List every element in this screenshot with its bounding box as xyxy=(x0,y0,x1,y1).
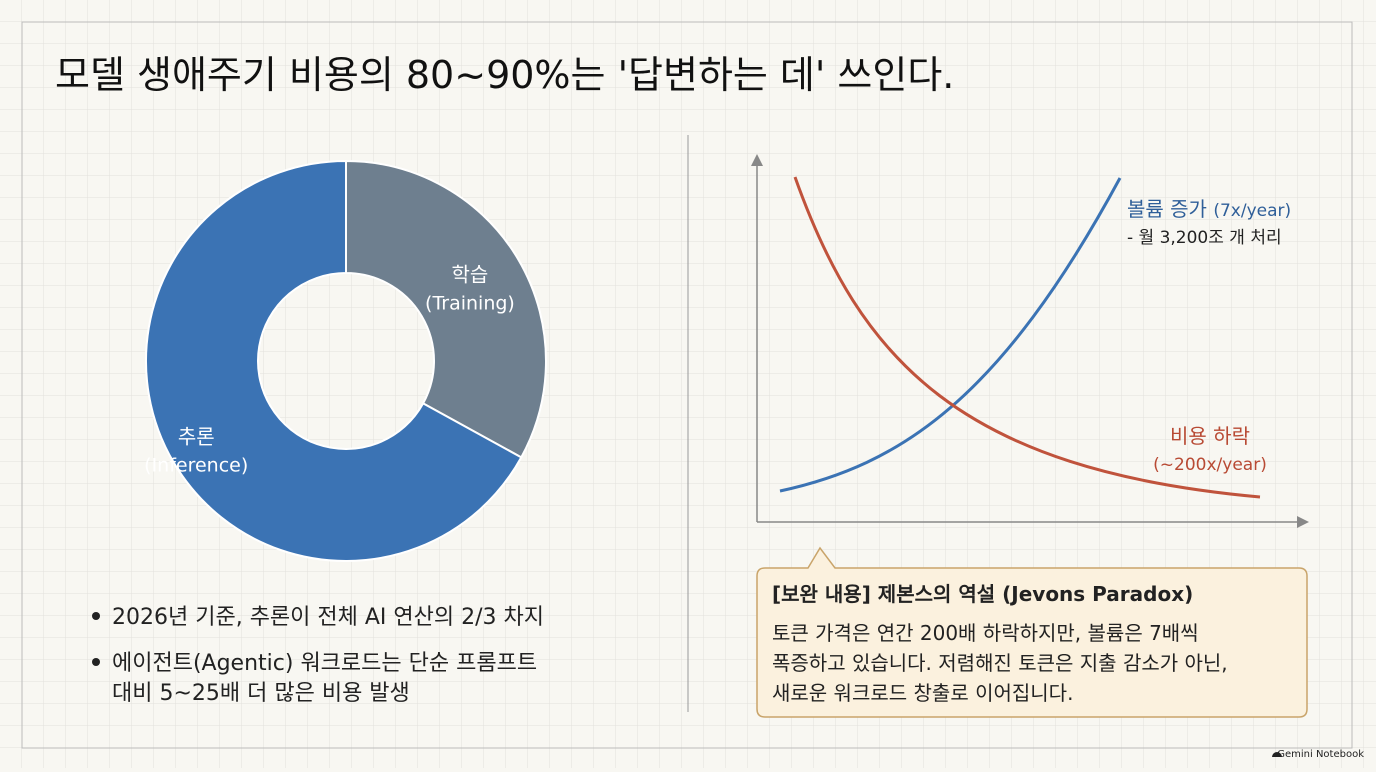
callout-line: 폭증하고 있습니다. 저렴해진 토큰은 지출 감소가 아닌, xyxy=(772,651,1228,675)
volume-curve xyxy=(779,177,1122,493)
callout-line: 토큰 가격은 연간 200배 하락하지만, 볼륨은 7배씩 xyxy=(772,621,1199,645)
volume-rate: (7x/year) xyxy=(1213,201,1291,221)
callout-box xyxy=(756,546,1308,718)
bullet-text: 2026년 기준, 추론이 전체 AI 연산의 2/3 차지 xyxy=(112,605,544,630)
title: 모델 생애주기 비용의 80~90%는 '답변하는 데' 쓰인다. xyxy=(55,53,954,97)
donut-slice xyxy=(345,159,547,459)
slice-label: 학습 xyxy=(452,263,489,287)
bullets: 2026년 기준, 추론이 전체 AI 연산의 2/3 차지 에이전트(Agen… xyxy=(92,605,544,706)
bullet-dot xyxy=(92,658,100,666)
cost-curve xyxy=(793,176,1261,499)
callout-line: 새로운 워크로드 창출로 이어집니다. xyxy=(772,681,1073,705)
cost-label: 비용 하락 xyxy=(1170,424,1250,448)
slice-sublabel: (Training) xyxy=(425,293,515,315)
frame xyxy=(21,21,1353,749)
volume-label: 볼륨 증가 (7x/year) xyxy=(1127,197,1291,221)
bullet-text: 대비 5~25배 더 많은 비용 발생 xyxy=(112,681,410,706)
trend-chart: 볼륨 증가 (7x/year) - 월 3,200조 개 처리 비용 하락 (~… xyxy=(751,154,1309,528)
footer: Gemini Notebook xyxy=(1277,749,1364,760)
slice-label: 추론 xyxy=(178,425,215,449)
volume-note: - 월 3,200조 개 처리 xyxy=(1127,228,1282,248)
slice-sublabel: (Inference) xyxy=(144,455,248,477)
bullet-text: 에이전트(Agentic) 워크로드는 단순 프롬프트 xyxy=(112,651,537,676)
callout-title: [보완 내용] 제본스의 역설 (Jevons Paradox) xyxy=(772,582,1193,606)
callout: [보완 내용] 제본스의 역설 (Jevons Paradox) 토큰 가격은 … xyxy=(756,546,1308,718)
volume-label-text: 볼륨 증가 xyxy=(1127,197,1207,221)
bullet-dot xyxy=(92,612,100,620)
cost-rate: (~200x/year) xyxy=(1153,455,1267,475)
donut-chart: 학습 (Training) 추론 (Inference) xyxy=(144,159,547,562)
donut-slice xyxy=(145,159,523,562)
footer-icon xyxy=(1272,752,1282,757)
